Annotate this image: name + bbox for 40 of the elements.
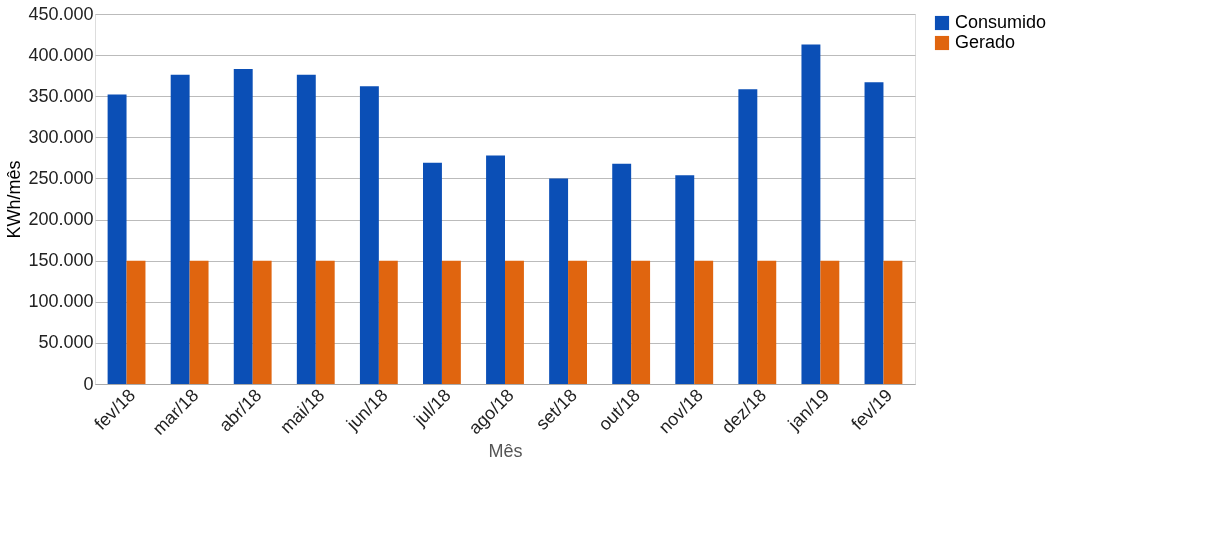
bar bbox=[378, 260, 398, 384]
bar bbox=[694, 260, 714, 384]
bar bbox=[549, 178, 569, 384]
x-axis-title: Mês bbox=[488, 440, 523, 461]
bar bbox=[757, 260, 777, 384]
bar bbox=[486, 155, 505, 384]
bar bbox=[359, 86, 379, 384]
bar bbox=[441, 260, 461, 384]
legend-label: Gerado bbox=[955, 32, 1016, 52]
y-tick-label: 200.000 bbox=[28, 209, 94, 230]
bar bbox=[252, 260, 272, 384]
y-tick-label: 50.000 bbox=[38, 332, 94, 353]
bar bbox=[315, 260, 335, 384]
bar bbox=[675, 175, 695, 384]
bar bbox=[631, 260, 651, 384]
bar bbox=[801, 44, 821, 384]
bar bbox=[883, 260, 903, 384]
y-tick-label: 0 bbox=[83, 373, 94, 394]
bar bbox=[505, 260, 524, 384]
bar bbox=[423, 162, 442, 384]
bar bbox=[189, 260, 209, 384]
y-tick-label: 250.000 bbox=[28, 167, 94, 188]
bar bbox=[233, 69, 253, 384]
bar bbox=[126, 260, 146, 384]
y-tick-label: 100.000 bbox=[28, 291, 94, 312]
bar bbox=[612, 163, 632, 384]
legend-label: Consumido bbox=[955, 12, 1047, 32]
bar bbox=[296, 74, 316, 384]
y-tick-label: 150.000 bbox=[28, 250, 94, 271]
bar bbox=[864, 82, 884, 384]
y-tick-label: 300.000 bbox=[28, 126, 94, 147]
bar bbox=[568, 260, 587, 384]
y-tick-label: 350.000 bbox=[28, 85, 94, 106]
y-axis-title: KWh/mês bbox=[4, 160, 25, 239]
y-tick-label: 400.000 bbox=[28, 44, 94, 65]
bar bbox=[820, 260, 840, 384]
bar bbox=[170, 74, 190, 384]
bar bbox=[738, 89, 758, 384]
y-tick-label: 450.000 bbox=[28, 3, 94, 24]
bar bbox=[107, 94, 127, 384]
